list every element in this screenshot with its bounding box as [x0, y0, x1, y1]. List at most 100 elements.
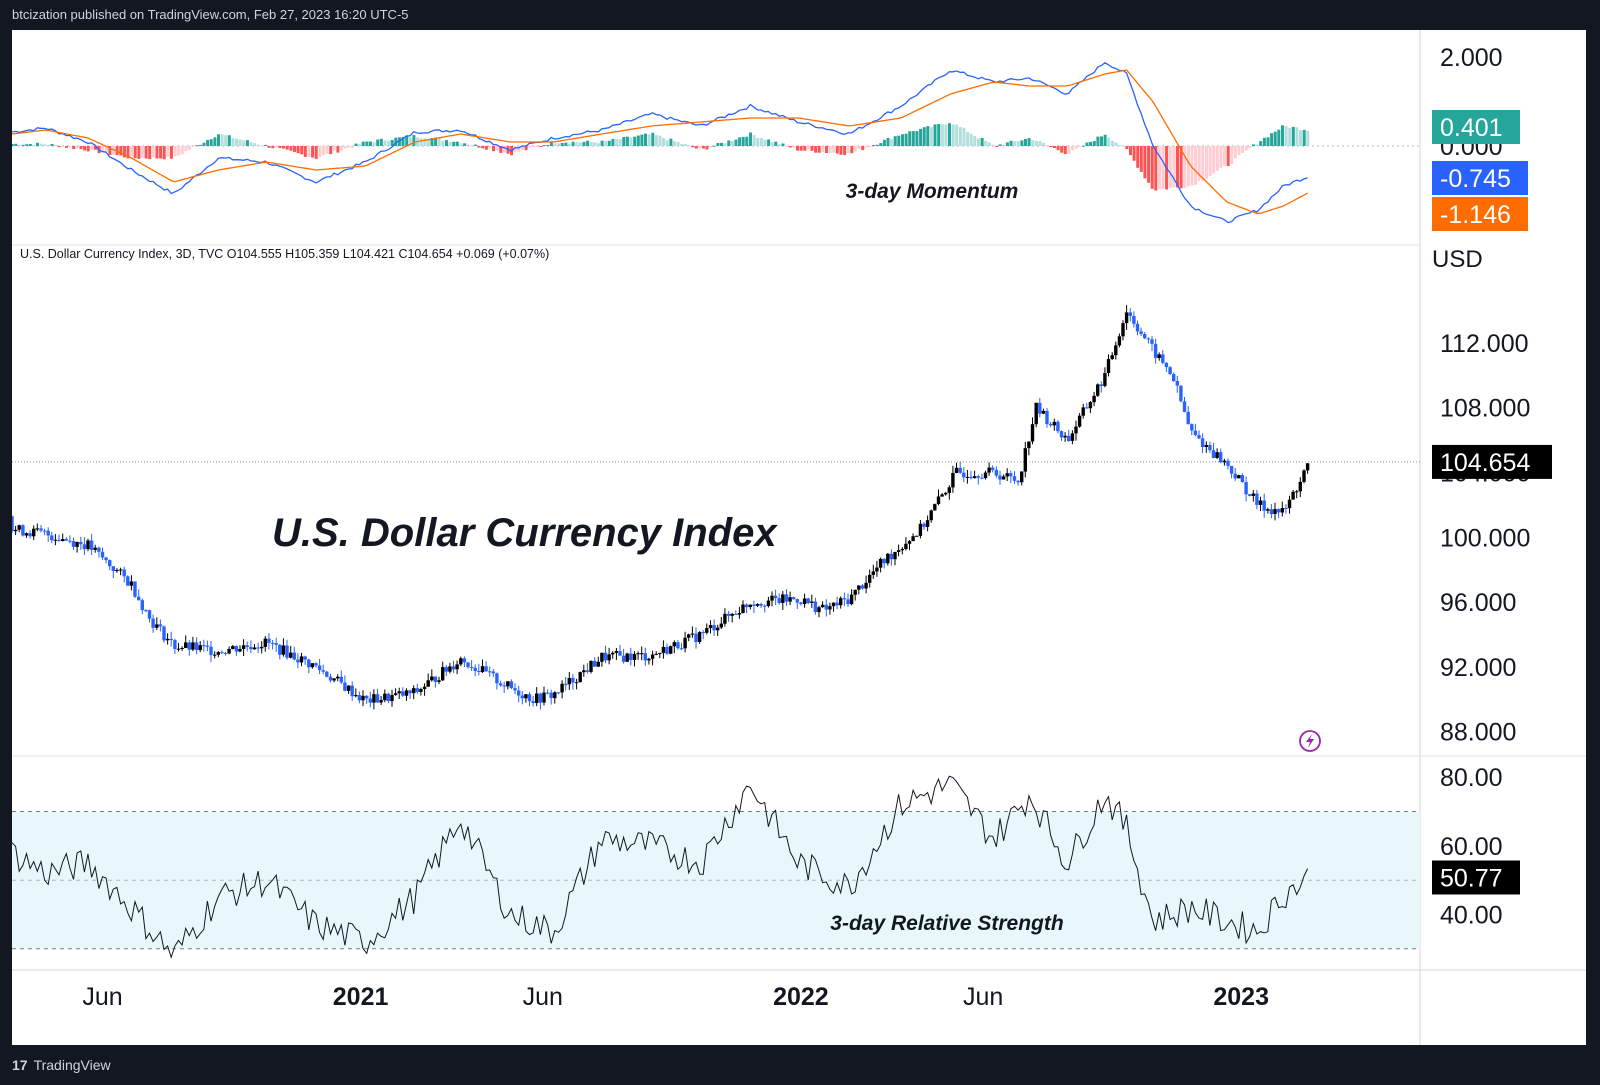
momentum-hist-bar — [300, 146, 304, 155]
tradingview-logo-icon: 17 — [12, 1057, 28, 1073]
price-tick-label: 108.000 — [1440, 395, 1530, 423]
momentum-hist-bar — [477, 146, 481, 148]
candle-body — [459, 658, 463, 665]
candle-body — [303, 656, 307, 660]
momentum-hist-bar — [235, 138, 239, 146]
momentum-hist-bar — [159, 146, 163, 159]
candle-body — [404, 690, 409, 696]
candle-body — [535, 693, 539, 703]
candle-body — [1092, 395, 1096, 403]
momentum-hist-bar — [749, 132, 752, 146]
footer-brand[interactable]: 17 TradingView — [12, 1053, 111, 1077]
momentum-hist-bar — [169, 146, 173, 159]
candle-body — [484, 666, 488, 672]
momentum-hist-bar — [1085, 142, 1089, 146]
candle-body — [1135, 323, 1140, 332]
momentum-hist-bar — [521, 146, 524, 150]
momentum-hist-bar — [148, 146, 152, 160]
candle-body — [1179, 385, 1183, 402]
momentum-hist-bar — [321, 146, 325, 156]
momentum-hist-bar — [459, 143, 463, 146]
momentum-hist-bar — [589, 141, 593, 146]
candle-body — [991, 467, 995, 470]
momentum-hist-bar — [155, 146, 159, 159]
candle-body — [545, 692, 550, 694]
momentum-hist-bar — [705, 146, 709, 150]
candle-body — [585, 670, 590, 672]
candle-body — [741, 604, 745, 613]
candle-body — [354, 695, 358, 697]
momentum-hist-bar — [723, 143, 727, 146]
momentum-hist-bar — [933, 124, 937, 146]
momentum-hist-bar — [1176, 146, 1179, 188]
brand-label: TradingView — [33, 1057, 111, 1073]
momentum-hist-bar — [1201, 146, 1205, 181]
momentum-hist-bar — [535, 146, 539, 147]
momentum-hist-bar — [206, 140, 210, 146]
candle-body — [697, 632, 702, 642]
momentum-hist-bar — [336, 146, 340, 153]
momentum-hist-bar — [379, 138, 383, 146]
momentum-hist-bar — [734, 139, 738, 146]
momentum-hist-bar — [958, 127, 962, 146]
candle-body — [462, 658, 467, 663]
momentum-hist-bar — [549, 141, 553, 146]
momentum-hist-bar — [785, 145, 789, 147]
momentum-hist-bar — [1063, 146, 1067, 155]
candle-body — [100, 551, 105, 558]
candle-body — [260, 646, 264, 649]
momentum-hist-bar — [296, 146, 300, 154]
candle-body — [810, 601, 814, 603]
candle-body — [1215, 452, 1219, 458]
candle-body — [632, 653, 637, 660]
candle-body — [495, 673, 499, 684]
candle-body — [748, 604, 752, 607]
candle-body — [730, 613, 734, 616]
candle-body — [1128, 312, 1132, 316]
momentum-hist-bar — [434, 137, 438, 146]
candle-body — [53, 539, 58, 541]
momentum-hist-bar — [1252, 144, 1255, 146]
candle-body — [1121, 323, 1125, 337]
candle-body — [50, 535, 54, 541]
momentum-hist-bar — [1060, 146, 1064, 153]
momentum-hist-bar — [376, 139, 380, 146]
momentum-hist-bar — [452, 141, 456, 146]
candle-body — [669, 646, 673, 654]
candle-body — [831, 602, 836, 607]
candle-body — [781, 594, 785, 603]
candle-body — [871, 571, 875, 575]
last-price-label: 104.654 — [1432, 444, 1552, 479]
momentum-hist-bar — [394, 137, 398, 146]
candle-body — [1041, 410, 1046, 414]
candle-body — [564, 683, 568, 685]
momentum-hist-bar — [32, 145, 36, 147]
momentum-hist-bar — [397, 137, 401, 146]
lightning-icon[interactable] — [1299, 730, 1321, 752]
publisher-header: btcization published on TradingView.com,… — [12, 7, 409, 22]
candle-body — [1168, 367, 1172, 375]
candle-body — [408, 690, 412, 694]
candle-body — [1255, 493, 1259, 505]
candle-body — [589, 660, 593, 672]
momentum-hist-bar — [890, 139, 894, 146]
candle-body — [784, 594, 789, 602]
candle-body — [846, 599, 850, 605]
candle-body — [719, 623, 723, 628]
price-title: U.S. Dollar Currency Index — [272, 511, 778, 555]
momentum-hist-bar — [466, 144, 470, 146]
candle-body — [621, 655, 626, 662]
momentum-hist-bar — [126, 146, 130, 159]
momentum-hist-bar — [720, 142, 723, 146]
candle-body — [1074, 426, 1078, 434]
momentum-hist-bar — [662, 138, 666, 146]
candle-body — [907, 541, 912, 544]
candle-body — [538, 693, 543, 703]
candle-body — [433, 676, 438, 682]
candle-body — [915, 535, 919, 537]
momentum-hist-bar — [1016, 141, 1020, 146]
candle-body — [480, 666, 485, 673]
momentum-hist-bar — [289, 146, 293, 151]
momentum-hist-bar — [850, 146, 854, 154]
momentum-hist-bar — [872, 145, 875, 146]
